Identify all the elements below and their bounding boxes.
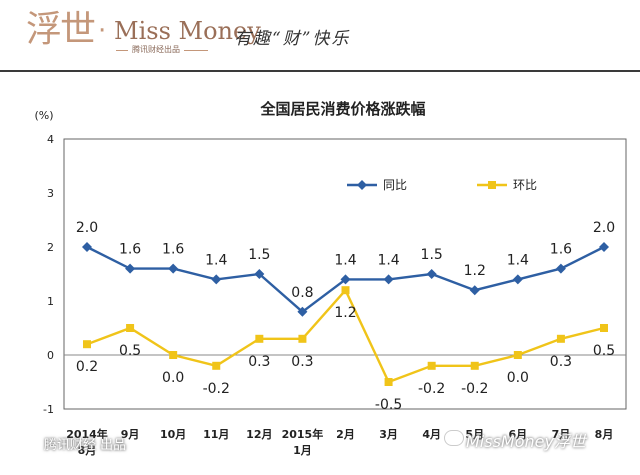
x-tick-label: 11月 xyxy=(203,428,229,441)
data-label: 0.5 xyxy=(593,343,615,359)
logo-english: Miss Money xyxy=(114,17,261,45)
data-point-square xyxy=(384,378,393,386)
y-tick-label: 1 xyxy=(47,295,54,308)
legend-label: 环比 xyxy=(513,178,537,192)
data-label: 0.8 xyxy=(291,285,313,301)
y-axis-ticks: 4 3 2 1 0 -1 xyxy=(43,133,54,416)
data-point-square xyxy=(169,351,178,359)
data-label: 0.3 xyxy=(550,354,572,370)
watermark-right: MissMoney浮世 xyxy=(466,432,586,451)
data-label: 0.0 xyxy=(162,370,184,386)
x-tick-label-sub: 1月 xyxy=(293,444,312,457)
data-label: 1.4 xyxy=(334,252,356,268)
logo-separator: · xyxy=(98,16,107,46)
chart-title: 全国居民消费价格涨跌幅 xyxy=(259,100,425,118)
data-label: 1.4 xyxy=(507,252,529,268)
slogan: 有趣“财”快乐 xyxy=(234,29,351,49)
data-point-diamond xyxy=(254,269,265,279)
data-point-diamond xyxy=(555,263,566,274)
y-tick-label: 0 xyxy=(47,349,54,362)
legend: 同比 环比 xyxy=(347,178,537,192)
y-tick-label: 3 xyxy=(47,187,54,200)
data-label: 2.0 xyxy=(76,220,98,236)
data-point-diamond xyxy=(340,274,351,285)
x-tick-label: 9月 xyxy=(121,428,140,441)
page-header: 浮世 · Miss Money 腾讯财经出品 有趣“财”快乐 xyxy=(0,0,640,70)
x-tick-label: 5月 xyxy=(465,428,484,441)
data-label: 0.3 xyxy=(291,354,313,370)
data-label: 1.2 xyxy=(334,305,356,321)
data-point-square xyxy=(341,286,350,295)
data-point-diamond xyxy=(168,263,179,274)
x-tick-label-sub: 8月 xyxy=(78,444,97,457)
x-tick-label: 8月 xyxy=(595,428,614,441)
data-point-square xyxy=(556,334,565,343)
data-point-diamond xyxy=(125,263,136,274)
data-label: 1.6 xyxy=(162,242,184,258)
data-label: 1.4 xyxy=(377,252,399,268)
data-label: 0.0 xyxy=(507,370,529,386)
data-point-square xyxy=(298,334,307,343)
x-tick-label: 2015年 xyxy=(282,427,324,441)
data-point-diamond xyxy=(599,242,609,252)
logo-chinese: 浮世 xyxy=(26,9,96,50)
x-tick-label: 2014年 xyxy=(66,427,108,441)
data-label: 0.3 xyxy=(248,354,270,370)
data-point-square xyxy=(427,361,436,370)
data-label: 1.5 xyxy=(248,247,270,263)
data-point-square xyxy=(126,324,135,332)
legend-label: 同比 xyxy=(383,178,407,192)
y-tick-label: 2 xyxy=(47,241,54,254)
x-tick-label: 2月 xyxy=(336,428,355,441)
x-tick-label: 10月 xyxy=(160,428,186,441)
y-axis-unit: (%) xyxy=(34,109,53,122)
data-label: 1.2 xyxy=(464,263,486,279)
wechat-icon xyxy=(444,430,464,446)
cpi-line-chart: 全国居民消费价格涨跌幅 (%) 4 3 2 1 0 -1 2014年 8月 9月 10月 11月 1… xyxy=(34,100,627,457)
data-point-square xyxy=(255,334,264,343)
legend-marker-diamond xyxy=(357,180,367,190)
series-line-2 xyxy=(86,288,605,384)
x-tick-label: 7月 xyxy=(552,428,571,441)
data-point-square xyxy=(83,340,91,349)
data-point-square xyxy=(513,351,522,359)
data-label: 1.4 xyxy=(205,252,227,268)
series-group: 2.0 1.6 1.6 1.4 1.5 0.8 1.4 1.4 1.5 1.2 1.4 1.6 2.0 0… xyxy=(64,220,626,413)
x-tick-label: 6月 xyxy=(509,428,528,441)
y-tick-label: -1 xyxy=(43,403,54,416)
data-label: 0.5 xyxy=(119,343,141,359)
data-label: 1.6 xyxy=(119,242,141,258)
chart-area: 全国居民消费价格涨跌幅 (%) 4 3 2 1 0 -1 2014年 8月 9月 10月 11月 1… xyxy=(0,72,640,471)
watermark-left: 腾讯财经 出品 xyxy=(44,438,127,453)
data-point-diamond xyxy=(297,306,308,317)
y-tick-label: 4 xyxy=(47,133,54,146)
data-point-diamond xyxy=(211,274,222,285)
data-point-square xyxy=(600,324,608,332)
data-point-diamond xyxy=(469,285,480,296)
data-label: 2.0 xyxy=(593,220,615,236)
data-label: -0.2 xyxy=(461,381,488,397)
data-label: 1.5 xyxy=(421,247,443,263)
data-label: 0.2 xyxy=(76,359,98,375)
legend-marker-square xyxy=(488,181,496,189)
data-point-diamond xyxy=(512,274,523,285)
data-point-square xyxy=(470,361,479,370)
data-label: -0.2 xyxy=(203,381,230,397)
data-point-diamond xyxy=(82,242,92,252)
data-label: 1.6 xyxy=(550,242,572,258)
data-point-diamond xyxy=(383,274,394,285)
x-axis-labels: 2014年 8月 9月 10月 11月 12月 2015年 1月 2月 3月 4月 5月 6月 7月 8月 xyxy=(66,427,613,457)
data-point-diamond xyxy=(426,269,437,279)
logo-subtitle: 腾讯财经出品 xyxy=(128,45,184,55)
x-tick-label: 3月 xyxy=(379,428,398,441)
data-point-square xyxy=(212,361,221,370)
plot-frame xyxy=(63,138,627,410)
x-tick-label: 4月 xyxy=(422,428,441,441)
data-label: -0.2 xyxy=(418,381,445,397)
header-divider xyxy=(0,70,640,72)
data-label: -0.5 xyxy=(375,397,402,413)
x-tick-label: 12月 xyxy=(246,428,272,441)
